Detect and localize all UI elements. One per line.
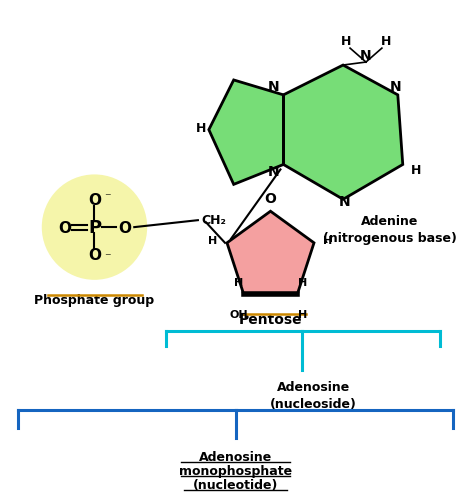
Polygon shape [283,66,403,200]
Text: N: N [268,80,279,94]
Text: H: H [323,235,333,245]
Text: N: N [390,80,401,94]
Text: (nucleotide): (nucleotide) [193,478,278,491]
Text: O: O [58,220,71,235]
Text: H: H [381,35,391,48]
Text: N: N [268,165,279,179]
Text: H: H [298,278,307,288]
Text: monophosphate: monophosphate [179,464,292,477]
Text: Adenosine: Adenosine [199,450,273,463]
Text: H: H [341,35,351,48]
Polygon shape [209,81,283,185]
Text: H: H [410,164,421,176]
Text: H: H [196,122,206,135]
Text: O: O [88,192,101,207]
Text: N: N [338,195,350,209]
Text: O: O [118,220,131,235]
Text: Pentose: Pentose [239,312,302,326]
Text: H: H [234,278,243,288]
Text: OH: OH [229,309,248,319]
Text: Phosphate group: Phosphate group [35,293,155,306]
Text: ⁻: ⁻ [104,190,111,203]
Text: N: N [360,49,372,63]
Text: P: P [88,219,101,236]
Text: O: O [88,248,101,263]
Text: Adenine
(nitrogenous base): Adenine (nitrogenous base) [323,215,457,244]
Text: H: H [298,309,307,319]
Text: Adenosine
(nucleoside): Adenosine (nucleoside) [270,381,357,410]
Circle shape [42,175,147,280]
Polygon shape [227,212,314,295]
Text: O: O [264,192,276,206]
Text: H: H [209,235,218,245]
Text: CH₂: CH₂ [201,213,226,226]
Text: ⁻: ⁻ [104,251,111,264]
